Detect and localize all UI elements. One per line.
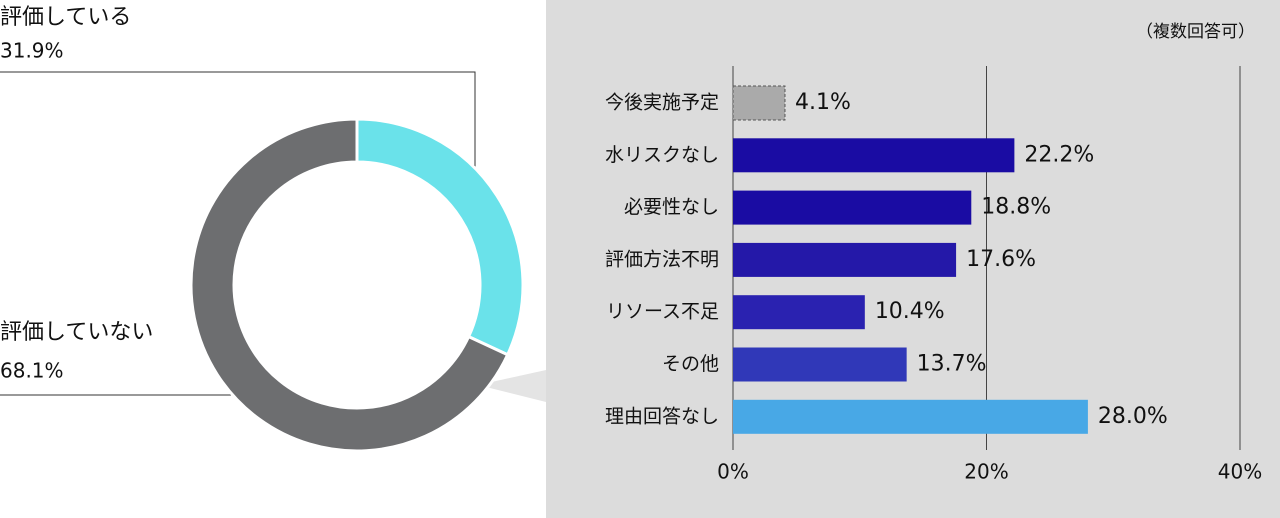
bar [733,242,957,277]
x-tick-label: 40% [1218,460,1262,484]
slice-label: 評価していない [0,320,153,345]
slice-value-label: 68.1% [0,359,64,383]
y-tick-label: 理由回答なし [605,405,719,427]
donut-slice [355,117,525,357]
bar [733,399,1088,434]
donut-slice [189,117,510,453]
y-tick-label: 必要性なし [624,196,719,218]
bar [733,347,907,382]
bar [732,85,786,121]
value-label: 13.7% [917,352,987,377]
slice-value-label: 31.9% [0,39,64,63]
x-tick-label: 0% [717,460,749,484]
value-label: 4.1% [795,90,851,115]
y-tick-label: 今後実施予定 [605,92,719,114]
pointer [478,370,546,402]
y-tick-label: リソース不足 [606,301,719,323]
y-tick-label: 水リスクなし [605,144,719,166]
bar [733,295,865,330]
value-label: 22.2% [1024,142,1094,167]
x-tick-label: 20% [964,460,1008,484]
slice-label: 評価している [0,5,131,30]
value-label: 18.8% [981,195,1051,220]
value-label: 10.4% [875,299,945,324]
annotation: （複数回答可） [1136,22,1255,42]
bar [733,138,1015,173]
bar [733,190,972,225]
value-label: 17.6% [966,247,1036,272]
value-label: 28.0% [1098,404,1168,429]
leader-line [0,71,476,182]
y-tick-label: その他 [662,353,719,375]
y-tick-label: 評価方法不明 [605,248,719,270]
